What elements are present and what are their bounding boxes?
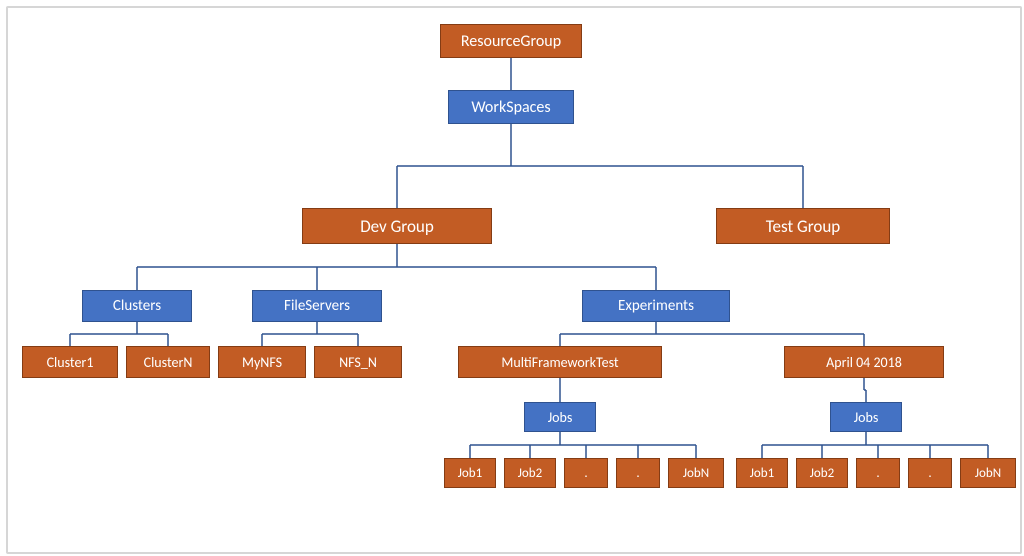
- diagram-canvas: ResourceGroup WorkSpaces Dev Group Test Gro…: [0, 0, 1024, 556]
- node-label: .: [928, 466, 931, 481]
- node-j1d: .: [616, 458, 660, 488]
- node-label: Cluster1: [47, 354, 94, 371]
- node-j2b: Job2: [796, 458, 848, 488]
- node-label: MultiFrameworkTest: [501, 354, 618, 371]
- node-workspaces: WorkSpaces: [448, 90, 574, 124]
- node-j2a: Job1: [736, 458, 788, 488]
- node-label: ResourceGroup: [461, 32, 561, 51]
- node-jobs1: Jobs: [524, 402, 596, 432]
- node-label: MyNFS: [242, 354, 282, 371]
- node-j1c: .: [564, 458, 608, 488]
- node-label: Job1: [750, 466, 774, 481]
- node-label: Test Group: [766, 216, 840, 237]
- node-devgroup: Dev Group: [302, 208, 492, 244]
- node-jobs2: Jobs: [830, 402, 902, 432]
- node-j1a: Job1: [444, 458, 496, 488]
- node-mft: MultiFrameworkTest: [458, 346, 662, 378]
- node-j1e: JobN: [668, 458, 724, 488]
- node-label: .: [876, 466, 879, 481]
- node-label: ClusterN: [144, 354, 193, 371]
- node-j2d: .: [908, 458, 952, 488]
- node-label: .: [584, 466, 587, 481]
- node-testgroup: Test Group: [716, 208, 890, 244]
- node-label: Dev Group: [360, 216, 434, 237]
- node-label: Jobs: [548, 409, 573, 426]
- node-april: April 04 2018: [784, 346, 944, 378]
- node-nfsn: NFS_N: [314, 346, 402, 378]
- node-resourcegroup: ResourceGroup: [440, 24, 582, 58]
- node-label: JobN: [975, 466, 1001, 481]
- node-clusters: Clusters: [82, 290, 192, 322]
- node-j2c: .: [856, 458, 900, 488]
- node-label: April 04 2018: [826, 354, 902, 371]
- node-label: Clusters: [113, 297, 161, 315]
- node-fileservers: FileServers: [252, 290, 382, 322]
- node-label: Job2: [810, 466, 834, 481]
- node-mynfs: MyNFS: [218, 346, 306, 378]
- node-label: JobN: [683, 466, 709, 481]
- node-label: Experiments: [618, 297, 694, 315]
- node-j1b: Job2: [504, 458, 556, 488]
- node-label: Job1: [458, 466, 482, 481]
- node-cluster1: Cluster1: [22, 346, 118, 378]
- node-label: WorkSpaces: [471, 98, 550, 117]
- node-label: NFS_N: [339, 354, 377, 371]
- node-clustern: ClusterN: [126, 346, 210, 378]
- node-j2e: JobN: [960, 458, 1016, 488]
- node-label: .: [636, 466, 639, 481]
- node-label: Jobs: [854, 409, 879, 426]
- node-label: FileServers: [284, 297, 350, 315]
- node-label: Job2: [518, 466, 542, 481]
- node-experiments: Experiments: [582, 290, 730, 322]
